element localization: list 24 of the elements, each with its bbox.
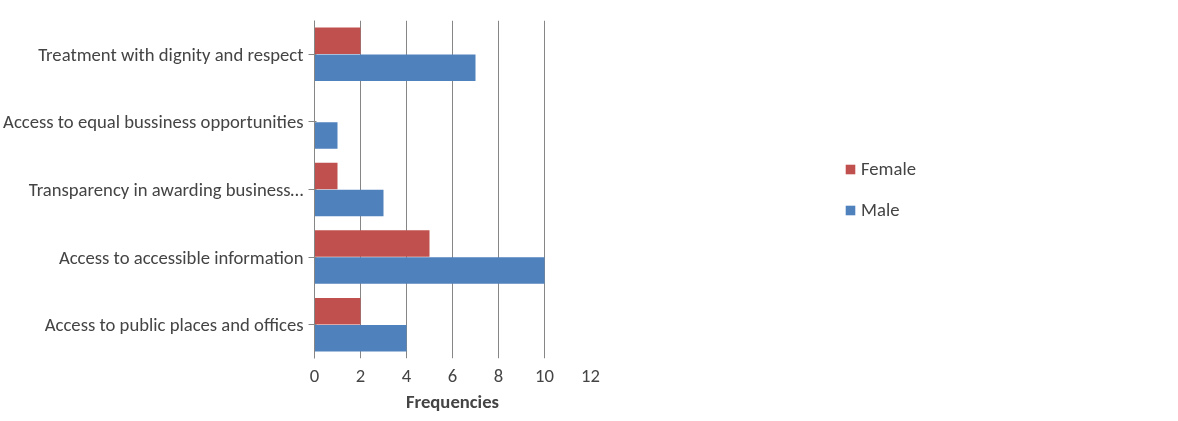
x-axis-title: Frequencies: [405, 389, 500, 413]
bar: [314, 27, 361, 55]
bar: [314, 189, 384, 217]
bar: [314, 297, 361, 325]
x-tick-label: 12: [581, 363, 600, 387]
x-tick-label: 10: [535, 363, 554, 387]
x-tick-label: 4: [401, 363, 412, 387]
bar: [314, 230, 430, 257]
bar: [314, 54, 476, 82]
bar: [314, 122, 338, 149]
x-tick-label: 0: [309, 363, 320, 387]
x-tick-label: 8: [493, 363, 504, 387]
x-tick-label: 6: [447, 363, 458, 387]
bar: [314, 324, 407, 352]
y-tick-label: Transparency in awarding business…: [28, 178, 304, 201]
legend-label: Male: [861, 198, 900, 221]
y-tick-label: Treatment with dignity and respect: [38, 42, 304, 66]
bar: [314, 162, 338, 190]
y-tick-label: Access to accessible information: [58, 245, 304, 269]
y-tick-label: Access to public places and offices: [44, 313, 304, 337]
legend-label: Female: [861, 157, 916, 180]
x-tick-label: 2: [355, 363, 366, 387]
y-tick-label: Access to equal bussiness opportunities: [3, 110, 304, 134]
bar: [314, 257, 545, 284]
